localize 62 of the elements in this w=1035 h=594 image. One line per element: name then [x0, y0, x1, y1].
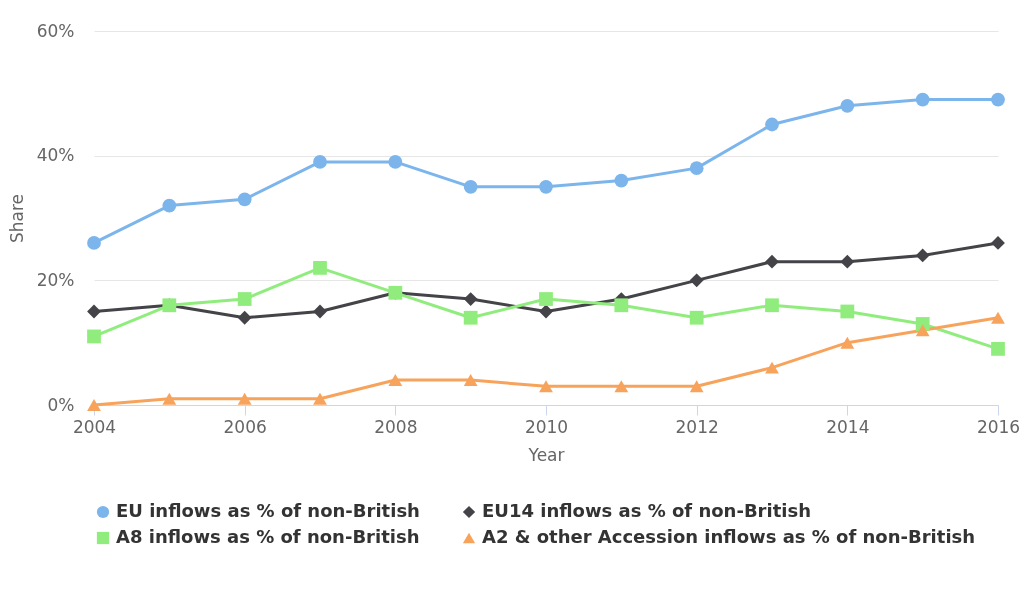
point — [991, 92, 1005, 107]
point — [539, 304, 553, 319]
x-tick-label: 2014 — [826, 416, 870, 437]
point — [313, 304, 327, 319]
point — [313, 392, 327, 405]
point — [388, 374, 403, 387]
point — [463, 179, 478, 194]
point — [915, 248, 930, 263]
point — [87, 399, 101, 411]
y-tick-label: 0% — [47, 394, 75, 415]
legend-label: A2 & other Accession inflows as % of non-British — [482, 526, 976, 547]
legend-label: EU inflows as % of non-British — [116, 500, 420, 521]
point — [689, 273, 704, 288]
point — [991, 311, 1005, 324]
point — [614, 298, 629, 313]
point — [915, 92, 930, 107]
x-axis-title: Year — [527, 444, 565, 465]
point — [840, 254, 855, 269]
point — [614, 380, 629, 393]
point — [313, 155, 327, 169]
point — [388, 155, 403, 169]
point — [689, 161, 704, 176]
point — [313, 260, 327, 275]
point — [539, 292, 553, 306]
point — [87, 236, 101, 250]
point — [840, 98, 855, 113]
point — [463, 292, 478, 306]
point — [840, 336, 855, 349]
point — [162, 198, 177, 213]
point — [689, 380, 704, 393]
point — [991, 342, 1005, 356]
y-tick-label: 20% — [36, 269, 75, 290]
x-tick-label: 2012 — [675, 416, 719, 437]
point — [87, 304, 101, 319]
point — [237, 292, 252, 306]
point — [765, 298, 779, 313]
x-tick-label: 2006 — [223, 416, 267, 437]
point — [765, 117, 779, 132]
point — [689, 310, 704, 325]
legend-label: A8 inflows as % of non-British — [116, 526, 420, 547]
point — [765, 361, 779, 374]
point — [539, 380, 553, 393]
point — [463, 374, 478, 387]
point — [237, 310, 252, 325]
point — [162, 392, 177, 405]
x-tick-label: 2010 — [524, 416, 569, 437]
point — [237, 192, 252, 207]
point — [614, 173, 629, 188]
y-tick-label: 40% — [36, 145, 75, 166]
x-tick-label: 2008 — [374, 416, 418, 437]
y-axis-title: Share — [6, 193, 27, 244]
point — [87, 329, 101, 344]
point — [840, 304, 855, 319]
point — [539, 179, 553, 194]
x-tick-label: 2016 — [976, 416, 1021, 437]
legend-label: EU14 inflows as % of non-British — [482, 500, 811, 521]
y-tick-label: 60% — [36, 20, 75, 41]
point — [463, 310, 478, 325]
point — [915, 324, 930, 337]
point — [237, 392, 252, 405]
point — [765, 254, 779, 269]
x-tick-label: 2004 — [72, 416, 117, 437]
